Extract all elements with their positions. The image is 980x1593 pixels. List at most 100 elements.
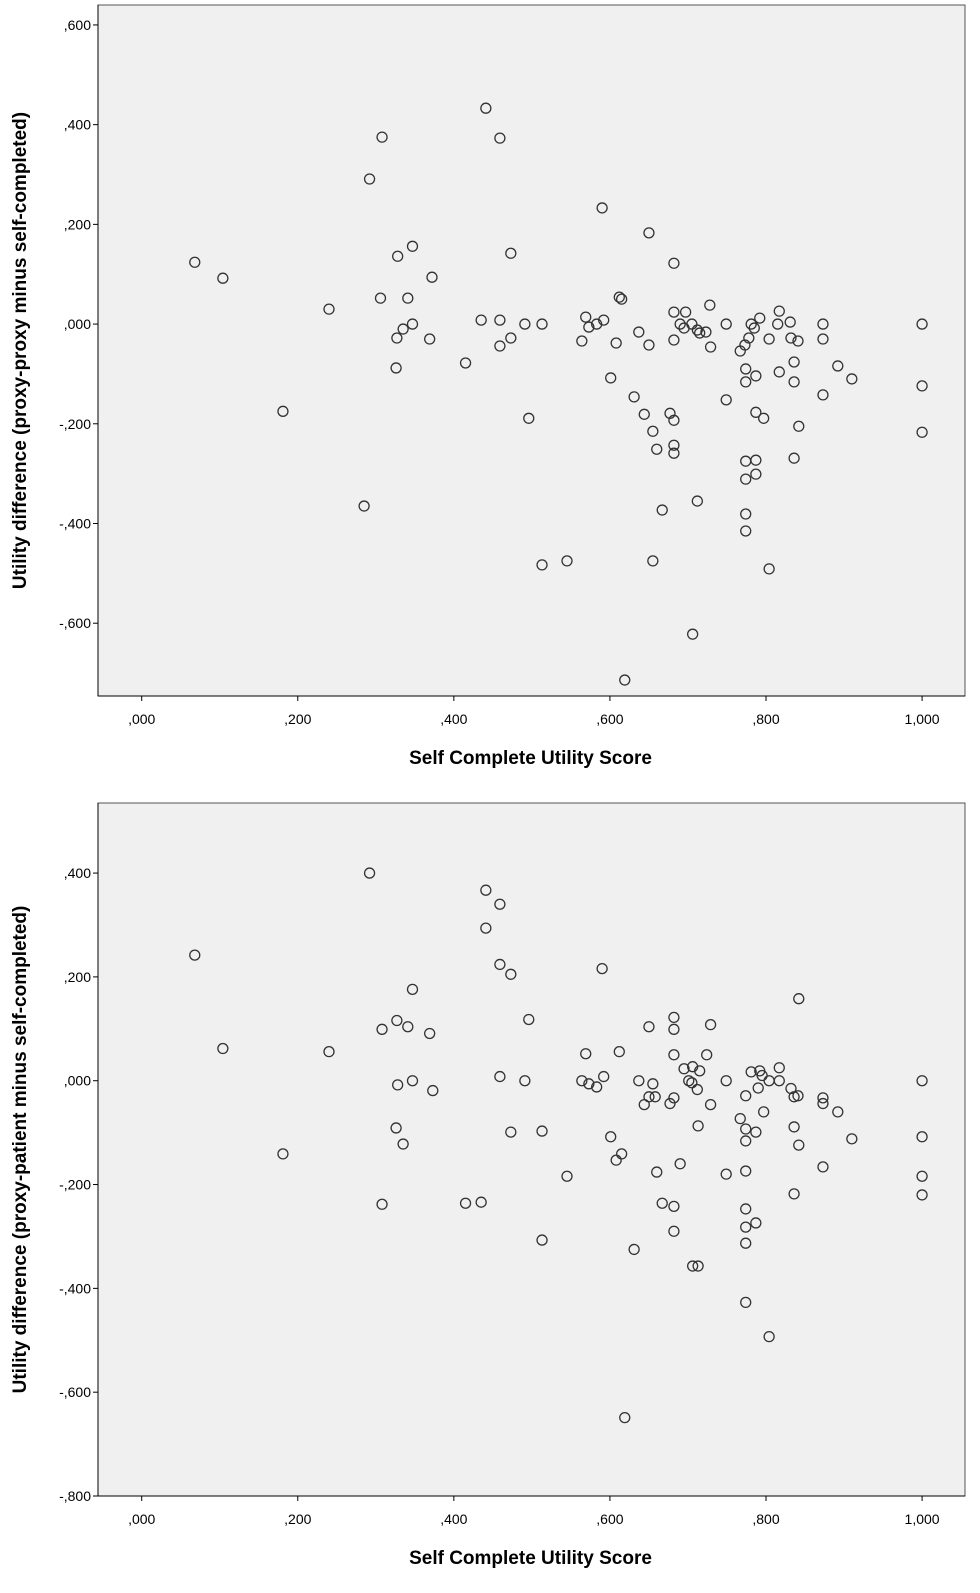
- point: [494, 132, 506, 144]
- point: [598, 1070, 610, 1083]
- point: [323, 303, 335, 315]
- point: [427, 1084, 439, 1097]
- point: [605, 1131, 617, 1143]
- point: [817, 1161, 829, 1173]
- point: [916, 1131, 928, 1143]
- point: [683, 1075, 695, 1087]
- point: [523, 1013, 535, 1026]
- point: [374, 292, 387, 304]
- point: [390, 362, 402, 374]
- point: [916, 380, 928, 392]
- point: [668, 306, 680, 318]
- point: [277, 405, 289, 417]
- point: [643, 339, 655, 351]
- point: [424, 1027, 436, 1040]
- point: [740, 376, 752, 388]
- point: [536, 559, 548, 571]
- point: [397, 1138, 409, 1150]
- point: [916, 1189, 928, 1201]
- point: [772, 318, 784, 330]
- y-tick-label: ,200: [64, 969, 91, 985]
- point: [583, 1078, 595, 1090]
- point: [817, 1097, 829, 1110]
- point: [536, 318, 548, 330]
- point: [700, 326, 712, 338]
- point: [638, 408, 650, 420]
- point: [643, 227, 655, 239]
- point: [750, 1217, 762, 1229]
- point: [793, 1139, 805, 1151]
- point: [734, 1112, 746, 1125]
- point: [740, 525, 752, 537]
- point: [758, 1106, 770, 1118]
- point: [817, 1092, 829, 1104]
- point: [643, 1021, 655, 1033]
- point: [358, 500, 370, 512]
- point: [668, 439, 680, 451]
- point: [832, 1106, 844, 1118]
- point: [832, 360, 844, 372]
- point: [793, 420, 805, 432]
- point: [363, 173, 376, 185]
- x-tick-label: ,200: [284, 1511, 311, 1527]
- point: [643, 1091, 655, 1103]
- point: [763, 333, 775, 345]
- point: [750, 406, 762, 418]
- point: [189, 256, 201, 268]
- point: [402, 292, 414, 304]
- y-tick-label: ,400: [64, 117, 91, 133]
- point: [694, 327, 706, 339]
- point: [519, 318, 531, 330]
- point: [376, 131, 388, 143]
- point: [745, 1066, 757, 1078]
- y-tick-label: ,000: [64, 1073, 91, 1089]
- point: [633, 326, 645, 338]
- point: [788, 452, 800, 464]
- point: [494, 898, 506, 910]
- point: [596, 202, 608, 214]
- point: [704, 341, 717, 353]
- point: [750, 1126, 762, 1138]
- point: [189, 949, 201, 961]
- point: [793, 993, 805, 1005]
- point: [701, 1049, 713, 1061]
- y-tick-label: -,200: [59, 1177, 91, 1193]
- point: [773, 1075, 785, 1087]
- point: [916, 318, 928, 330]
- point: [323, 1045, 335, 1058]
- x-tick-label: 1,000: [905, 1511, 940, 1527]
- point: [740, 1296, 752, 1309]
- point: [668, 1200, 680, 1212]
- point: [651, 1166, 663, 1178]
- point: [480, 102, 492, 114]
- point: [740, 1237, 752, 1249]
- point: [740, 1221, 752, 1233]
- point: [691, 495, 703, 507]
- point: [740, 1135, 752, 1147]
- point: [576, 1075, 588, 1087]
- point: [519, 1075, 531, 1087]
- point: [773, 1062, 785, 1074]
- point: [668, 1011, 680, 1024]
- point: [494, 958, 506, 971]
- point: [561, 555, 573, 567]
- point: [720, 394, 732, 406]
- point: [475, 314, 487, 326]
- point: [750, 370, 762, 382]
- x-tick-label: ,800: [752, 711, 779, 727]
- point: [846, 1133, 858, 1145]
- point: [784, 316, 796, 328]
- point: [694, 1065, 706, 1077]
- point: [720, 318, 732, 330]
- point: [704, 1098, 717, 1111]
- x-tick-label: ,600: [596, 711, 623, 727]
- point: [916, 1075, 928, 1087]
- x-axis-title: Self Complete Utility Score: [409, 748, 652, 769]
- point: [598, 314, 610, 326]
- point: [686, 1260, 699, 1272]
- point: [846, 373, 858, 385]
- point: [720, 1075, 732, 1087]
- point: [668, 334, 680, 346]
- point: [740, 1090, 752, 1102]
- point: [740, 508, 752, 520]
